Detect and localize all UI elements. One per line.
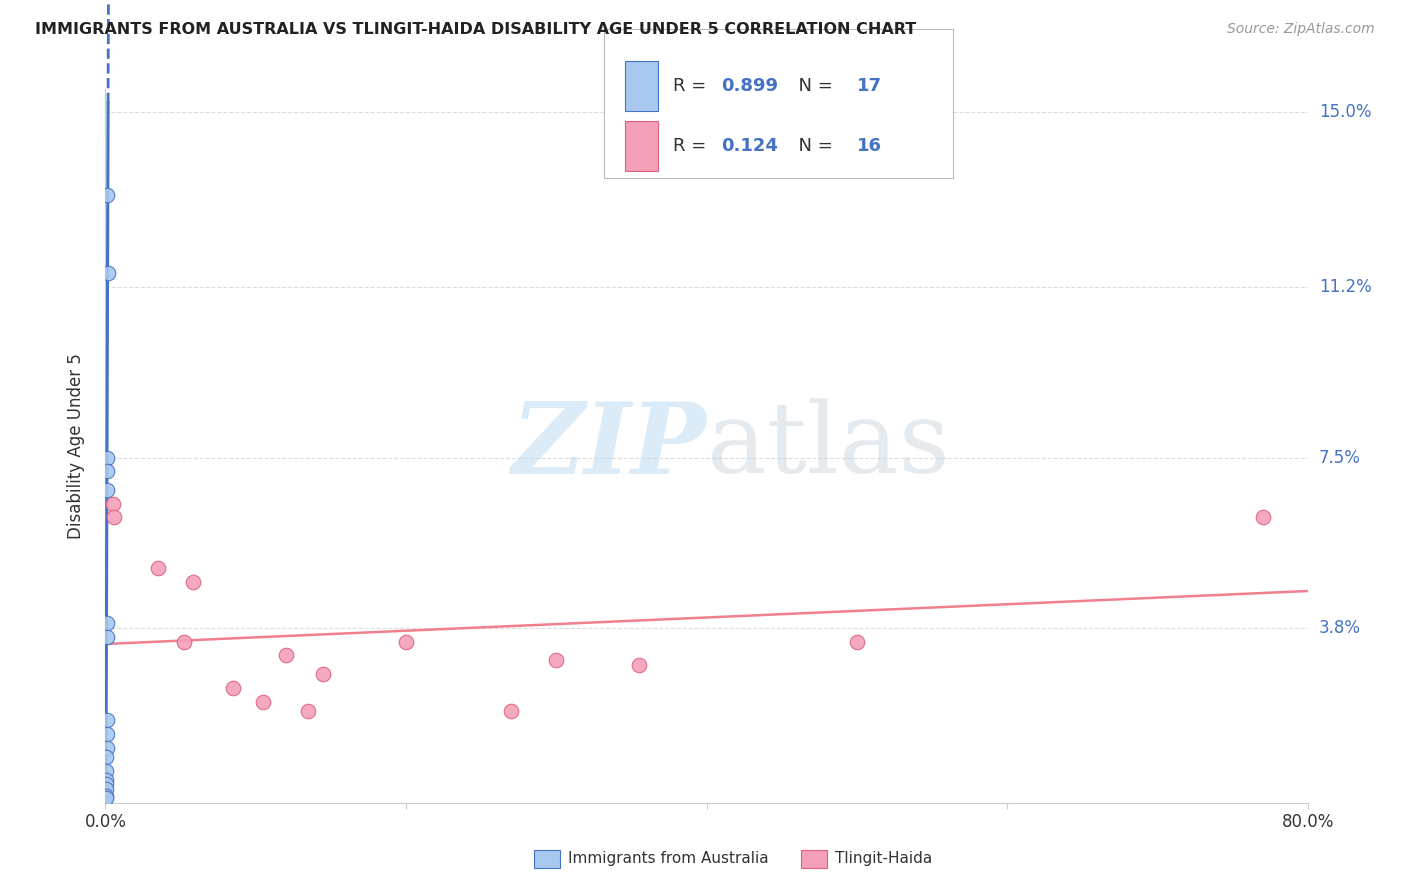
Point xyxy=(96,740,118,755)
Text: 11.2%: 11.2% xyxy=(1319,278,1371,296)
Point xyxy=(395,634,418,648)
Point xyxy=(1251,510,1274,524)
Point xyxy=(501,704,523,718)
Point xyxy=(96,764,118,778)
Point xyxy=(96,630,118,644)
Text: atlas: atlas xyxy=(707,398,949,494)
Text: Tlingit-Haida: Tlingit-Haida xyxy=(835,852,932,866)
Point xyxy=(627,657,650,672)
Point xyxy=(103,510,125,524)
Text: 16: 16 xyxy=(856,137,882,155)
Text: Immigrants from Australia: Immigrants from Australia xyxy=(568,852,769,866)
Text: Source: ZipAtlas.com: Source: ZipAtlas.com xyxy=(1227,22,1375,37)
Text: 15.0%: 15.0% xyxy=(1319,103,1371,121)
Point xyxy=(94,789,117,803)
Text: R =: R = xyxy=(673,137,711,155)
Text: IMMIGRANTS FROM AUSTRALIA VS TLINGIT-HAIDA DISABILITY AGE UNDER 5 CORRELATION CH: IMMIGRANTS FROM AUSTRALIA VS TLINGIT-HAI… xyxy=(35,22,917,37)
Text: 0.899: 0.899 xyxy=(721,78,778,95)
FancyBboxPatch shape xyxy=(624,121,658,171)
Point xyxy=(96,777,118,791)
Text: 0.124: 0.124 xyxy=(721,137,778,155)
FancyBboxPatch shape xyxy=(624,62,658,112)
Point xyxy=(173,634,195,648)
Point xyxy=(96,616,118,631)
Point xyxy=(96,450,118,465)
Point xyxy=(96,727,118,741)
Point xyxy=(96,188,118,202)
Point xyxy=(222,681,245,695)
Point xyxy=(96,772,118,787)
FancyBboxPatch shape xyxy=(605,29,953,178)
Point xyxy=(181,574,204,589)
Point xyxy=(94,791,117,805)
Point xyxy=(96,464,118,478)
Point xyxy=(297,704,319,718)
Point xyxy=(312,666,335,681)
Text: 7.5%: 7.5% xyxy=(1319,449,1361,467)
Text: ZIP: ZIP xyxy=(512,398,707,494)
Text: 3.8%: 3.8% xyxy=(1319,619,1361,637)
Point xyxy=(96,713,118,727)
Text: N =: N = xyxy=(787,137,838,155)
Point xyxy=(96,483,118,497)
Point xyxy=(97,266,120,280)
Point xyxy=(546,653,568,667)
Point xyxy=(845,634,868,648)
Point xyxy=(274,648,297,663)
Point xyxy=(252,694,274,708)
Text: R =: R = xyxy=(673,78,711,95)
Y-axis label: Disability Age Under 5: Disability Age Under 5 xyxy=(66,353,84,539)
Point xyxy=(94,782,117,797)
Point xyxy=(96,749,118,764)
Point xyxy=(146,561,169,575)
Point xyxy=(101,497,124,511)
Text: N =: N = xyxy=(787,78,838,95)
Text: 17: 17 xyxy=(856,78,882,95)
